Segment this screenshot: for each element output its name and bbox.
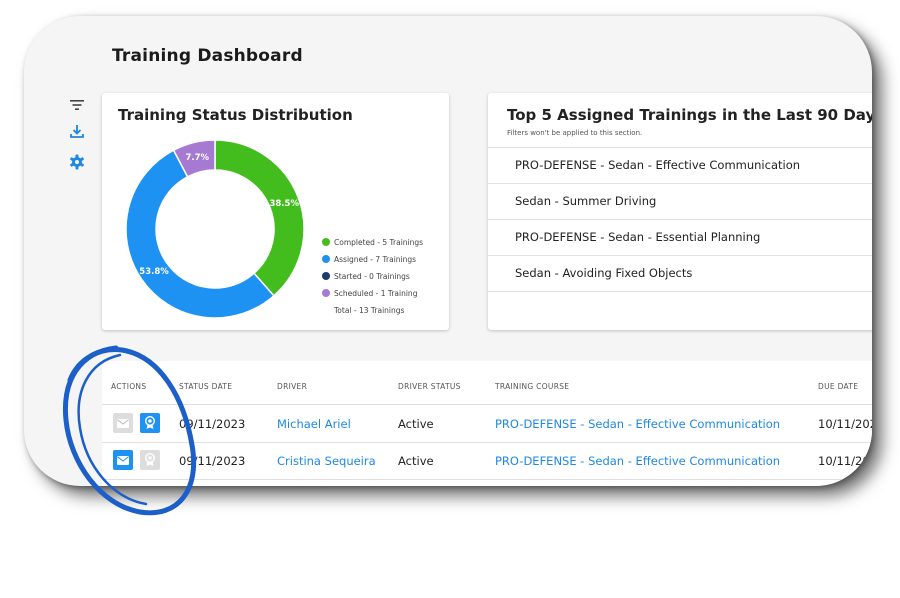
row-divider (102, 404, 872, 405)
certificate-icon (145, 453, 155, 466)
list-item: PRO-DEFENSE - Sedan - Effective Communic… (488, 148, 872, 184)
donut-slice-label: 7.7% (185, 153, 209, 163)
header-driver-status[interactable]: DRIVER STATUS (398, 382, 461, 391)
donut-slice-3[interactable] (172, 139, 216, 178)
status-distribution-card: Training Status Distribution 38.5% 53.8% 7… (102, 93, 449, 330)
course-link[interactable]: PRO-DEFENSE - Sedan - Effective Communic… (495, 417, 781, 431)
email-icon (117, 455, 129, 465)
app-window: Training Dashboard Training Status Distr… (24, 16, 872, 486)
gear-icon[interactable] (68, 153, 86, 171)
donut-slice-0[interactable] (214, 139, 305, 297)
certificate-button[interactable] (140, 450, 160, 470)
legend-dot-completed (322, 238, 330, 246)
donut-slice-label: 53.8% (139, 267, 169, 277)
header-due-date[interactable]: DUE DATE (818, 382, 859, 391)
legend-label: Completed - 5 Trainings (334, 238, 424, 247)
row-divider (102, 442, 872, 443)
top5-list: PRO-DEFENSE - Sedan - Effective Communic… (488, 147, 872, 292)
certificate-icon (145, 416, 155, 429)
header-driver[interactable]: DRIVER (277, 382, 308, 391)
legend-label: Scheduled - 1 Training (334, 289, 418, 298)
list-item: PRO-DEFENSE - Sedan - Essential Planning (488, 220, 872, 256)
legend-label: Assigned - 7 Trainings (334, 255, 417, 264)
driver-status-cell: Active (398, 454, 434, 468)
legend-item-scheduled[interactable]: Scheduled - 1 Training (322, 288, 423, 305)
course-link[interactable]: PRO-DEFENSE - Sedan - Effective Communic… (495, 454, 781, 468)
legend-item-completed[interactable]: Completed - 5 Trainings (322, 237, 423, 254)
row-divider (102, 479, 872, 480)
legend-dot-assigned (322, 255, 330, 263)
top5-card-title: Top 5 Assigned Trainings in the Last 90 … (507, 106, 872, 124)
top5-card-subtitle: Filters won't be applied to this section… (507, 129, 643, 137)
legend-dot-scheduled (322, 289, 330, 297)
download-icon[interactable] (68, 122, 86, 140)
legend-dot-started (322, 272, 330, 280)
due-date-cell: 10/11/2023 (818, 417, 872, 431)
list-item: Sedan - Summer Driving (488, 184, 872, 220)
due-date-cell: 10/11/2023 (818, 454, 872, 468)
page-title: Training Dashboard (112, 46, 303, 66)
filter-icon[interactable] (68, 96, 86, 114)
donut-chart: 38.5% 53.8% 7.7% (125, 139, 305, 319)
header-status-date[interactable]: STATUS DATE (179, 382, 233, 391)
driver-link[interactable]: Michael Ariel (277, 417, 351, 431)
header-training-course[interactable]: TRAINING COURSE (495, 382, 570, 391)
status-date-cell: 09/11/2023 (179, 454, 246, 468)
legend-item-started[interactable]: Started - 0 Trainings (322, 271, 423, 288)
email-button[interactable] (113, 413, 133, 433)
legend-total: Total - 13 Trainings (334, 306, 405, 315)
list-item: Sedan - Avoiding Fixed Objects (488, 256, 872, 292)
certificate-button[interactable] (140, 413, 160, 433)
email-icon (117, 418, 129, 428)
legend-label: Started - 0 Trainings (334, 272, 410, 281)
status-card-title: Training Status Distribution (118, 106, 353, 124)
donut-slice-1[interactable] (125, 149, 275, 319)
chart-legend: Completed - 5 Trainings Assigned - 7 Tra… (322, 237, 423, 315)
donut-slice-label: 38.5% (269, 199, 299, 209)
trainings-table: ACTIONS STATUS DATE DRIVER DRIVER STATUS… (102, 361, 872, 486)
email-button[interactable] (113, 450, 133, 470)
driver-status-cell: Active (398, 417, 434, 431)
driver-link[interactable]: Cristina Sequeira (277, 454, 376, 468)
header-actions: ACTIONS (111, 382, 147, 391)
status-date-cell: 09/11/2023 (179, 417, 246, 431)
legend-item-assigned[interactable]: Assigned - 7 Trainings (322, 254, 423, 271)
top-trainings-card: Top 5 Assigned Trainings in the Last 90 … (488, 93, 872, 330)
